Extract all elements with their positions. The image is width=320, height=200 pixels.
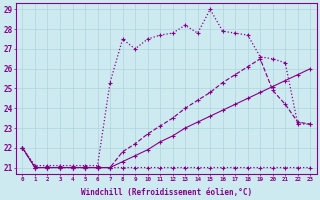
X-axis label: Windchill (Refroidissement éolien,°C): Windchill (Refroidissement éolien,°C) [81, 188, 252, 197]
